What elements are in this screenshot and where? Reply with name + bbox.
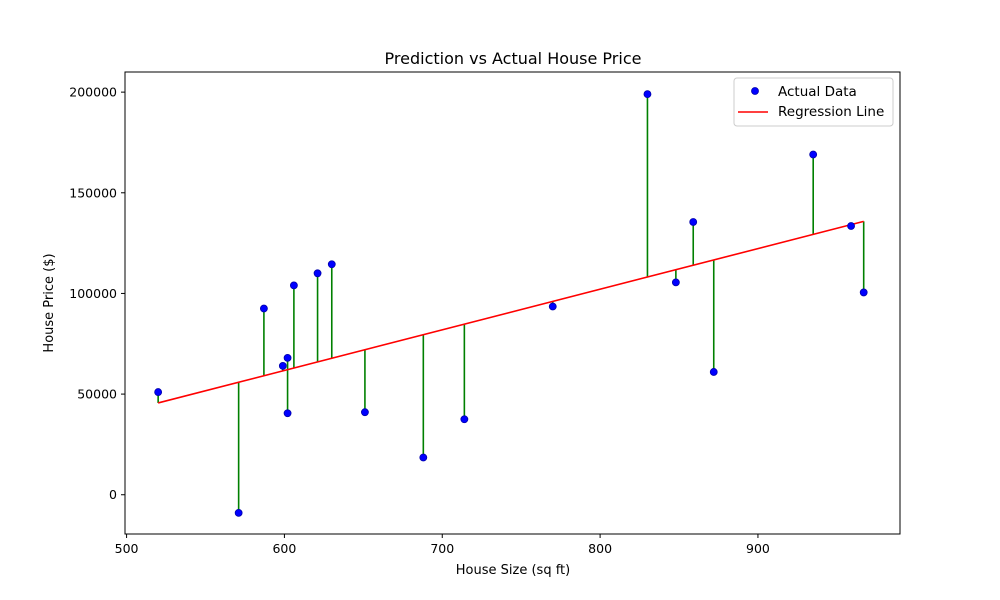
- data-point: [313, 269, 322, 278]
- data-point: [689, 218, 698, 226]
- x-tick-label: 600: [272, 541, 296, 556]
- axis-ticks: 500 600 700 800 900 0 50000 100000 150000 200000: [69, 85, 770, 556]
- data-point: [847, 222, 855, 230]
- y-axis-label: House Price ($): [42, 253, 57, 352]
- y-tick-label: 100000: [69, 286, 117, 301]
- x-tick-label: 800: [588, 541, 612, 556]
- y-tick-label: 50000: [77, 387, 117, 402]
- data-point: [643, 90, 652, 99]
- regression-line-group: [157, 220, 864, 404]
- plot-area-frame: [124, 71, 901, 535]
- data-point: [709, 368, 718, 376]
- data-point: [234, 508, 243, 517]
- x-tick-label: 500: [115, 541, 139, 556]
- data-point: [154, 388, 163, 396]
- x-axis-label: House Size (sq ft): [456, 563, 570, 578]
- data-point: [289, 281, 298, 290]
- y-tick-label: 0: [109, 487, 117, 502]
- legend-label-regression-line: Regression Line: [778, 104, 884, 120]
- residual-lines: [157, 94, 865, 513]
- data-point: [283, 409, 292, 418]
- data-points: [154, 90, 868, 517]
- legend-box: [733, 77, 894, 127]
- x-tick-label: 700: [430, 541, 454, 556]
- data-point: [419, 453, 428, 462]
- data-point: [260, 304, 268, 313]
- data-point: [671, 278, 680, 287]
- data-point: [460, 415, 469, 424]
- data-point: [283, 353, 292, 362]
- legend-label-actual-data: Actual Data: [778, 84, 857, 100]
- data-point: [548, 302, 557, 311]
- data-point: [327, 260, 336, 269]
- x-tick-label: 900: [746, 541, 770, 556]
- data-point: [278, 362, 287, 370]
- data-point: [859, 288, 868, 297]
- y-tick-label: 150000: [69, 185, 117, 200]
- y-tick-label: 200000: [69, 85, 117, 100]
- data-point: [809, 150, 818, 159]
- legend-marker-actual-data: [751, 87, 759, 95]
- chart-title: Prediction vs Actual House Price: [385, 49, 642, 68]
- legend: Actual Data Regression Line: [733, 77, 894, 127]
- data-point: [361, 408, 369, 417]
- regression-line: [157, 220, 864, 404]
